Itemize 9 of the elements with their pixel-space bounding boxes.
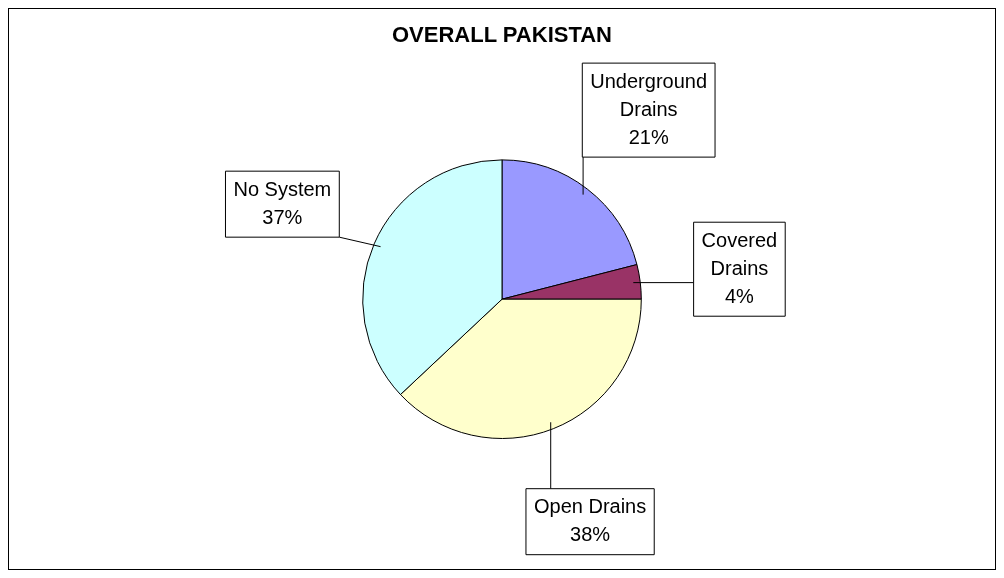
data-label: 4% — [724, 284, 755, 307]
data-label: 38% — [570, 523, 611, 546]
slice-label: Open Drains — [533, 495, 647, 518]
data-label: 21% — [628, 125, 669, 148]
slice-label: Underground Drains — [590, 69, 708, 120]
data-label: 37% — [262, 205, 303, 228]
slice-label: Covered Drains — [701, 228, 778, 279]
chart-title: OVERALL PAKISTAN — [391, 22, 613, 48]
slice-label: No System — [233, 177, 332, 200]
